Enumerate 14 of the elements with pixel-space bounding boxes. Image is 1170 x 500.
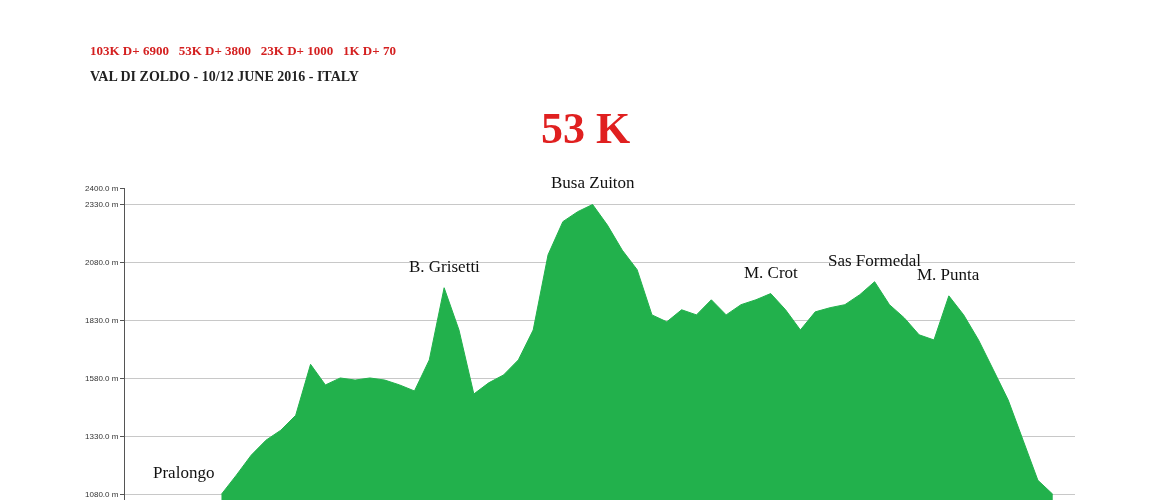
annotation: M. Crot bbox=[744, 263, 799, 282]
chart-title: 53 K bbox=[541, 104, 631, 153]
annotation: B. Grisetti bbox=[409, 257, 481, 276]
y-tick-label: 1830.0 m bbox=[85, 316, 119, 326]
chart-subtitle: VAL DI ZOLDO - 10/12 JUNE 2016 - ITALY bbox=[90, 69, 359, 84]
y-tick-label: 1330.0 m bbox=[85, 432, 119, 442]
text: 103K D+ 6900 53K D+ 3800 23K D+ 1000 1K D+ 70 bbox=[90, 43, 396, 58]
y-tick-label: 1580.0 m bbox=[85, 374, 119, 384]
y-tick-label: 1080.0 m bbox=[85, 490, 119, 499]
annotation: Pralongo bbox=[153, 463, 215, 482]
annotation: Busa Zuiton bbox=[551, 173, 636, 192]
y-tick-label: 2080.0 m bbox=[85, 258, 119, 268]
y-tick-label: 2330.0 m bbox=[85, 200, 119, 210]
y-tick-label: 2400.0 m bbox=[85, 183, 119, 193]
